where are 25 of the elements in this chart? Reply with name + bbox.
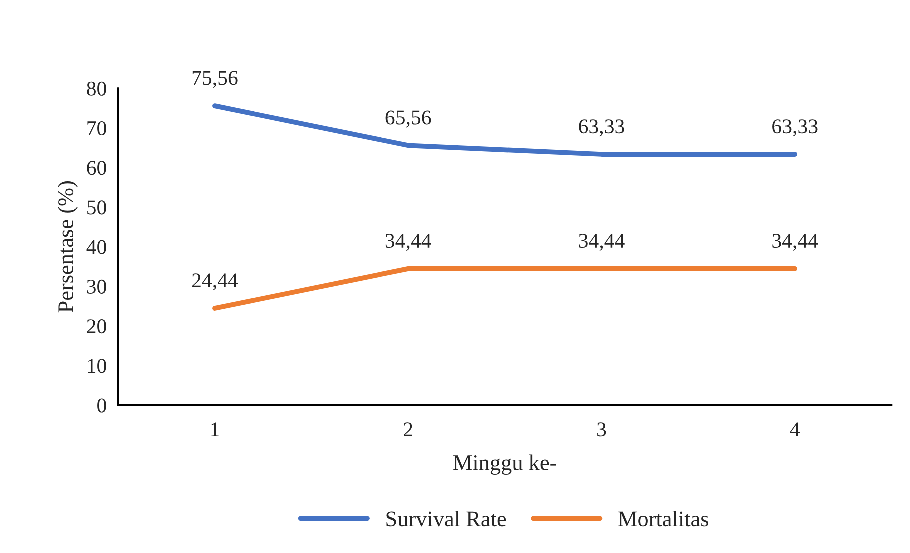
- data-label: 24,44: [192, 274, 238, 291]
- y-tick-label: 40: [86, 240, 106, 254]
- data-label: 34,44: [579, 234, 625, 252]
- y-tick-label: 70: [88, 121, 106, 136]
- x-tick-label: 1: [212, 422, 219, 436]
- x-tick-label: 4: [790, 422, 800, 436]
- data-label: 75,56: [192, 71, 238, 88]
- y-tick-label: 30: [87, 280, 106, 294]
- legend-label: Mortalitas: [618, 511, 708, 527]
- data-label: 65,56: [386, 110, 432, 128]
- legend-label: Survival Rate: [386, 511, 506, 527]
- y-tick-label: 0: [98, 398, 106, 413]
- y-tick-label: 50: [88, 200, 106, 215]
- data-label: 63,33: [772, 120, 818, 137]
- x-tick-label: 3: [598, 422, 606, 437]
- y-tick-label: 10: [88, 359, 106, 374]
- data-label: 34,44: [772, 234, 818, 252]
- data-label: 34,44: [386, 234, 432, 252]
- x-axis-title: Minggu ke-: [454, 454, 556, 476]
- y-tick-label: 20: [87, 320, 106, 334]
- data-label: 63,33: [579, 120, 624, 137]
- x-tick-label: 2: [404, 422, 412, 436]
- y-axis-title: Persentase (%): [58, 182, 78, 313]
- y-tick-label: 60: [87, 161, 106, 176]
- y-tick-label: 80: [87, 82, 106, 96]
